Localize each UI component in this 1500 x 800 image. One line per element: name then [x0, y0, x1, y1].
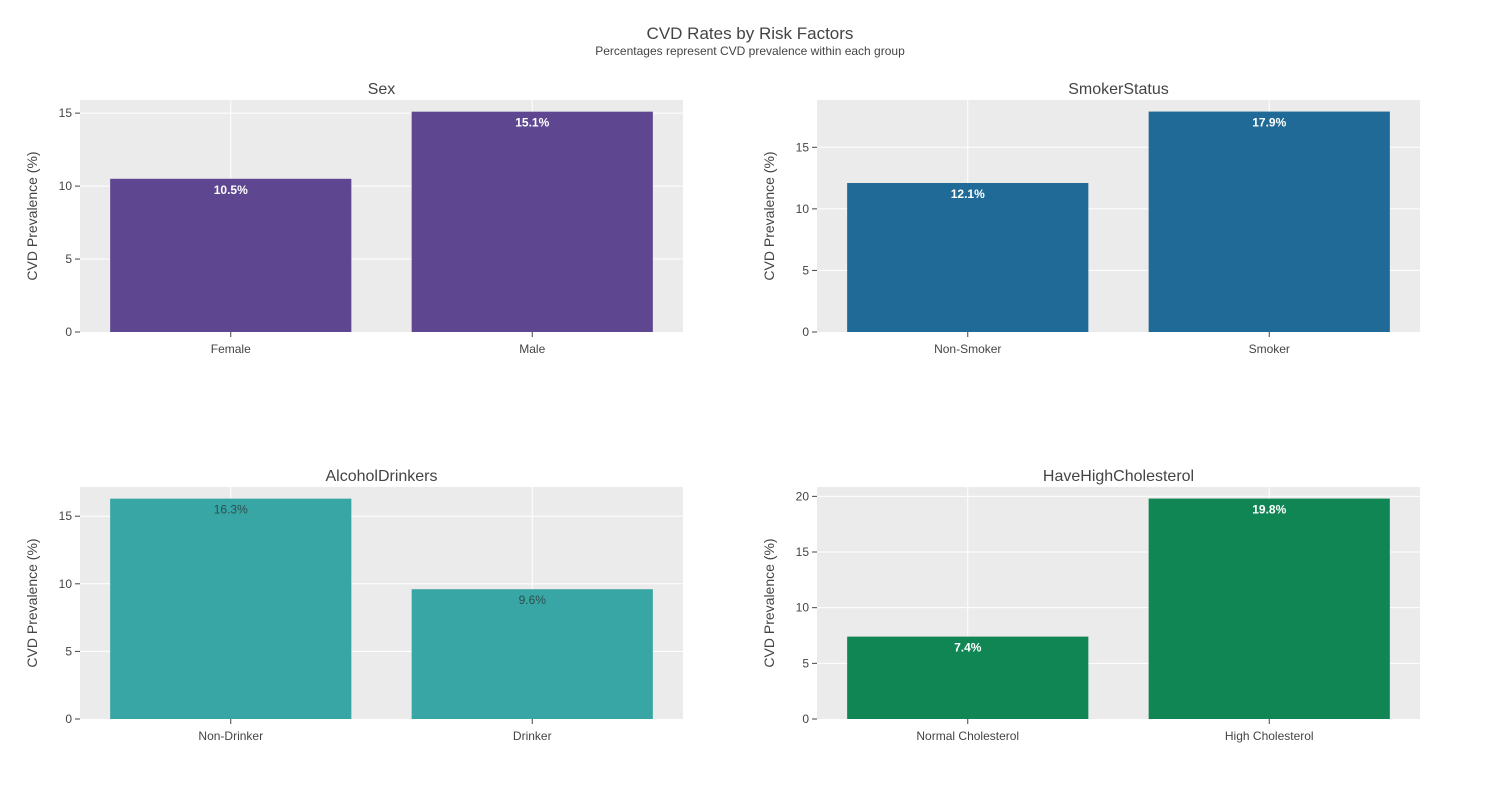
- y-axis-label: CVD Prevalence (%): [24, 151, 40, 280]
- y-tick-label: 15: [796, 545, 810, 559]
- y-axis-label: CVD Prevalence (%): [761, 151, 777, 280]
- x-tick-label: Male: [519, 342, 545, 356]
- bar-data-label: 19.8%: [1252, 503, 1286, 517]
- x-tick-label: Smoker: [1249, 342, 1290, 356]
- subplot-title: AlcoholDrinkers: [325, 468, 437, 485]
- bar-data-label: 15.1%: [515, 116, 549, 130]
- bar-male: [411, 111, 653, 332]
- y-axis-label: CVD Prevalence (%): [24, 538, 40, 667]
- y-tick-label: 15: [59, 106, 73, 120]
- subplot-1: 10.5% 15.1% 0 5 10 15 Female Male Sex CVD Prevale…: [24, 81, 683, 356]
- bar-normal-cholesterol: [847, 636, 1089, 719]
- x-tick-label: High Cholesterol: [1225, 729, 1314, 743]
- x-tick-label: Non-Drinker: [198, 729, 263, 743]
- y-tick-label: 20: [796, 489, 810, 503]
- bar-smoker: [1148, 111, 1390, 332]
- bar-data-label: 16.3%: [214, 503, 248, 517]
- subplot-title: HaveHighCholesterol: [1043, 468, 1194, 485]
- bar-female: [110, 178, 352, 332]
- y-tick-label: 0: [65, 325, 72, 339]
- bar-high-cholesterol: [1148, 498, 1390, 719]
- bar-non-drinker: [110, 498, 352, 719]
- figure-subtitle: Percentages represent CVD prevalence wit…: [595, 44, 905, 58]
- y-axis-label: CVD Prevalence (%): [761, 538, 777, 667]
- y-tick-label: 10: [59, 179, 73, 193]
- subplot-4: 7.4% 19.8% 0 5 10 15 20 Normal Cholesterol High …: [761, 468, 1420, 743]
- bar-data-label: 17.9%: [1252, 116, 1286, 130]
- y-tick-label: 15: [796, 140, 810, 154]
- bar-non-smoker: [847, 182, 1089, 332]
- bar-data-label: 9.6%: [519, 593, 547, 607]
- subplot-3: 16.3% 9.6% 0 5 10 15 Non-Drinker Drinker Alcohol…: [24, 468, 683, 743]
- bar-data-label: 10.5%: [214, 183, 248, 197]
- y-tick-label: 5: [65, 252, 72, 266]
- subplot-2: 12.1% 17.9% 0 5 10 15 Non-Smoker Smoker SmokerSt…: [761, 81, 1420, 356]
- bar-drinker: [411, 589, 653, 719]
- y-tick-label: 5: [65, 644, 72, 658]
- bar-data-label: 12.1%: [951, 187, 985, 201]
- bar-data-label: 7.4%: [954, 641, 982, 655]
- y-tick-label: 5: [802, 263, 809, 277]
- y-tick-label: 0: [802, 325, 809, 339]
- y-tick-label: 15: [59, 509, 73, 523]
- y-tick-label: 0: [65, 712, 72, 726]
- y-tick-label: 0: [802, 712, 809, 726]
- x-tick-label: Female: [211, 342, 251, 356]
- subplot-title: SmokerStatus: [1068, 81, 1168, 98]
- y-tick-label: 10: [59, 577, 73, 591]
- y-tick-label: 10: [796, 601, 810, 615]
- x-tick-label: Normal Cholesterol: [916, 729, 1019, 743]
- y-tick-label: 5: [802, 656, 809, 670]
- figure-title: CVD Rates by Risk Factors: [646, 24, 854, 43]
- y-tick-label: 10: [796, 202, 810, 216]
- x-tick-label: Drinker: [513, 729, 552, 743]
- subplot-title: Sex: [368, 81, 396, 98]
- x-tick-label: Non-Smoker: [934, 342, 1001, 356]
